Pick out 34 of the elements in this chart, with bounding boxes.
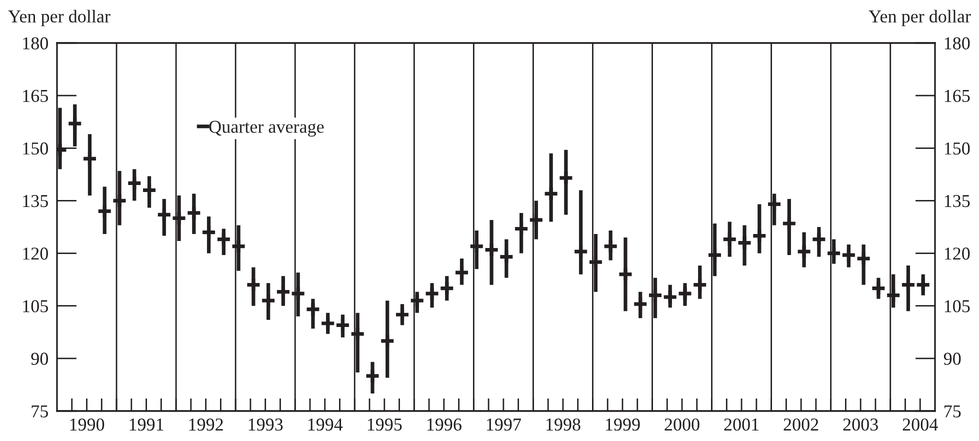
y2-axis-title: Yen per dollar [868, 10, 971, 26]
y-tick-label: 150 [23, 142, 48, 155]
x-tick-label: 1998 [546, 418, 580, 431]
y2-tick-label: 165 [944, 90, 970, 102]
y-tick-label: 135 [23, 195, 48, 208]
x-tick-label: 1994 [308, 418, 343, 431]
y-axis-title: Yen per dollar [8, 10, 110, 26]
x-tick-label: 2002 [784, 418, 818, 431]
y-tick-label: 90 [31, 352, 48, 365]
x-tick-label: 1990 [70, 418, 104, 431]
x-tick-label: 1997 [486, 418, 521, 431]
x-tick-label: 2001 [724, 418, 759, 431]
y2-tick-label: 150 [944, 142, 970, 155]
y-tick-label: 165 [23, 90, 48, 102]
y2-tick-label: 90 [944, 352, 961, 365]
x-tick-label: 1999 [606, 418, 640, 431]
legend-label: Quarter average [209, 120, 324, 137]
x-tick-label: 2004 [902, 418, 938, 431]
y-tick-label: 105 [23, 300, 48, 312]
x-tick-label: 1993 [248, 418, 283, 431]
y2-tick-label: 120 [944, 248, 970, 260]
x-tick-label: 1992 [189, 418, 223, 431]
x-tick-label: 2003 [843, 418, 878, 431]
y-tick-label: 75 [32, 405, 48, 418]
y2-tick-label: 105 [944, 300, 970, 312]
x-tick-label: 1995 [368, 418, 402, 431]
x-tick-label: 2000 [664, 418, 700, 431]
y2-tick-label: 180 [944, 37, 970, 50]
x-tick-label: 1991 [130, 418, 164, 431]
x-tick-label: 1996 [427, 418, 462, 431]
y2-tick-label: 75 [944, 405, 961, 418]
y-tick-label: 120 [23, 248, 48, 260]
y2-tick-label: 135 [944, 195, 970, 208]
y-tick-label: 180 [23, 37, 48, 50]
